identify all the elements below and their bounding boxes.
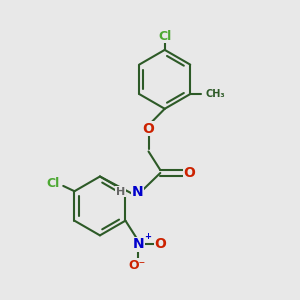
Text: H: H xyxy=(116,187,125,197)
Text: CH₃: CH₃ xyxy=(206,89,225,99)
Text: O: O xyxy=(154,237,166,251)
Text: Cl: Cl xyxy=(46,177,60,190)
Text: N: N xyxy=(131,185,143,199)
Text: O⁻: O⁻ xyxy=(128,259,146,272)
Text: Cl: Cl xyxy=(158,30,171,43)
Text: O: O xyxy=(183,166,195,180)
Text: +: + xyxy=(144,232,151,241)
Text: O: O xyxy=(142,122,154,136)
Text: N: N xyxy=(132,237,144,251)
